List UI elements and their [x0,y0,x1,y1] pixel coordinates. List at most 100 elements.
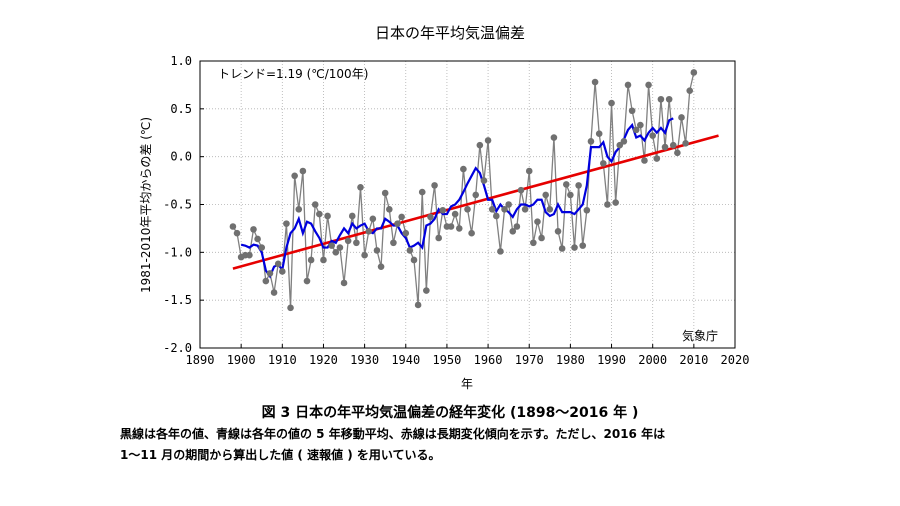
y-tick-label: 0.0 [170,150,192,164]
annual-data-point [591,78,599,86]
annual-data-point [538,234,545,242]
x-tick-label: 1950 [432,353,461,367]
annual-data-point [381,189,389,197]
annual-data-point [361,251,368,259]
annual-data-point [258,244,266,251]
annual-data-point [678,114,685,121]
x-axis-label: 年 [461,377,473,391]
x-tick-label: 1910 [268,353,297,367]
annual-data-point [525,167,533,175]
annual-data-point [624,81,632,89]
annual-data-point [554,227,562,235]
annual-data-point [661,143,669,151]
annual-data-point [250,226,257,233]
annual-data-point [283,220,290,227]
x-tick-label: 1900 [227,353,256,367]
x-tick-label: 2020 [721,353,750,367]
annual-data-point [418,188,426,196]
annual-data-point [447,223,455,230]
annual-data-point [542,191,549,199]
annual-data-point [336,244,344,251]
annual-data-point [254,235,261,243]
annual-data-point [558,245,566,252]
annual-data-point [509,227,517,235]
annual-data-point [451,210,459,218]
y-tick-label: 0.5 [170,102,192,116]
annual-data-point [682,139,689,147]
annual-data-point [386,205,393,213]
chart-title: 日本の年平均気温偏差 [374,24,525,42]
annual-data-point [427,213,434,221]
y-tick-label: -2.0 [163,341,192,355]
annual-data-point [690,69,698,76]
x-tick-label: 1970 [515,353,544,367]
figure-caption-line-2: 1～11 月の期間から算出した値 ( 速報値 ) を用いている。 [120,448,441,462]
source-annotation: 気象庁 [682,328,718,343]
annual-data-point [324,212,331,220]
annual-data-point [493,212,500,220]
annual-data-point [497,248,504,255]
annual-data-point [320,256,327,264]
trend-annotation: トレンド=1.19 (℃/100年) [218,67,368,81]
y-tick-label: -0.5 [163,198,192,212]
annual-data-point [530,239,537,247]
x-tick-label: 1960 [474,353,503,367]
y-tick-label: -1.0 [163,245,192,259]
annual-data-point [394,220,401,227]
annual-data-point [229,223,237,230]
annual-data-point [620,138,628,145]
annual-data-point [295,205,303,213]
annual-data-point [604,201,611,208]
annual-data-point [233,229,241,237]
annual-data-point [406,247,414,254]
annual-data-point [377,263,385,270]
annual-data-point [653,155,661,162]
moving-average-line [240,117,674,279]
x-tick-label: 1940 [391,353,420,367]
annual-data-point [674,149,681,157]
annual-data-point [431,182,438,189]
annual-data-point [348,212,356,220]
annual-data-point [468,229,475,237]
annual-data-point [270,289,278,296]
annual-data-point [484,137,492,144]
annual-data-point [575,182,582,189]
annual-data-point [501,205,508,213]
annual-data-point [340,279,348,287]
annual-data-point [279,268,286,275]
annual-data-point [612,199,619,206]
annual-data-point [665,95,673,103]
annual-data-point [353,239,360,247]
annual-data-point [287,304,294,312]
annual-data-point [423,287,430,294]
annual-data-point [369,215,377,223]
annual-data-point [365,227,373,235]
annual-data-point [390,239,397,247]
annual-data-point [373,247,381,254]
annual-data-point [266,270,274,277]
x-tick-label: 2000 [638,353,667,367]
chart: 1890 1900 1910 1920 1930 1940 1950 1960 1970 1980… [139,54,750,391]
annual-data-point [550,134,558,141]
annual-data-point [534,218,541,226]
figure-caption-line-1: 黒線は各年の値、青線は各年の値の 5 年移動平均、赤線は長期変化傾向を示す。ただ… [120,427,666,441]
annual-data-point [579,242,587,249]
x-tick-label: 1890 [186,353,215,367]
x-tick-label: 1980 [556,353,585,367]
x-tick-label: 2010 [679,353,708,367]
annual-data-point [460,165,467,173]
annual-data-point [595,130,603,138]
annual-data-point [435,234,442,242]
annual-data-point [291,172,298,180]
annual-data-point [262,277,270,285]
annual-data-point [583,206,591,214]
annual-data-point [316,210,323,218]
annual-data-point [439,206,447,214]
annual-data-point [513,223,521,230]
annual-data-point [637,121,644,129]
annual-data-point [299,167,307,175]
annual-data-point [600,160,607,167]
annual-data-point [303,277,311,285]
annual-data-point [562,181,570,188]
annual-data-point [307,256,315,264]
